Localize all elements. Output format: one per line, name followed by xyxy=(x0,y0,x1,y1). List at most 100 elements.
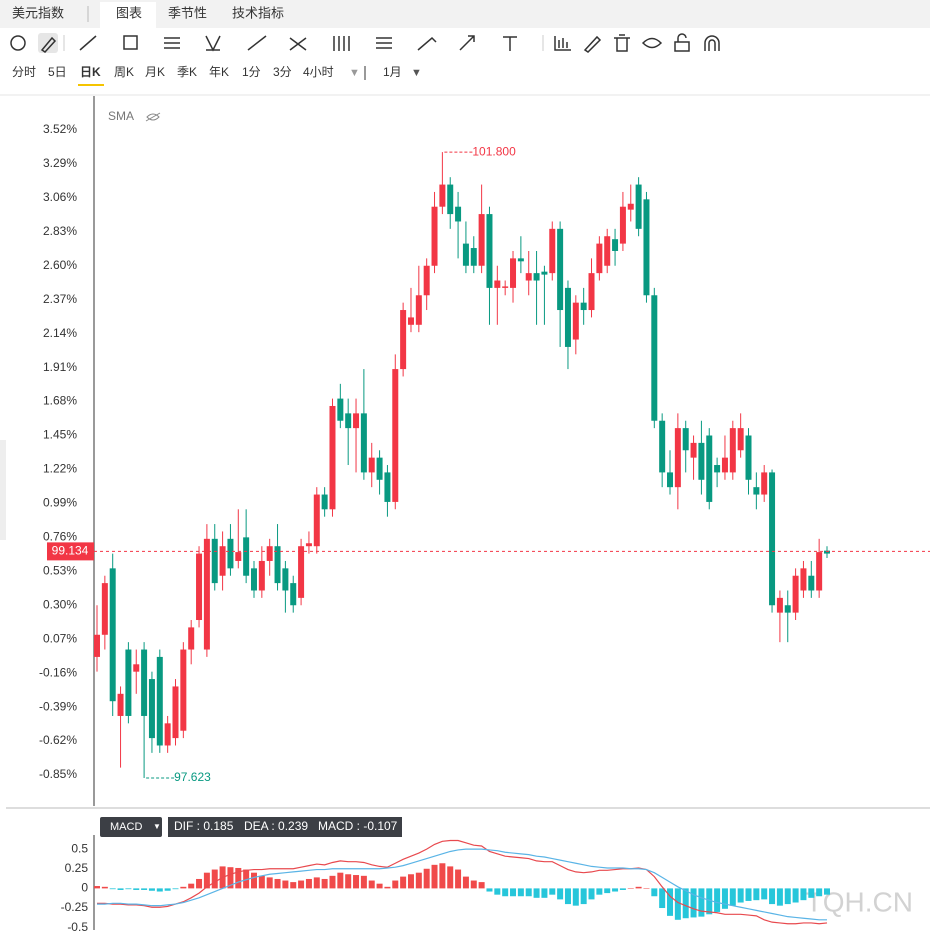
macd-bar xyxy=(447,866,454,889)
period-tab[interactable]: 季K xyxy=(177,65,197,79)
y-tick-label: 0.99% xyxy=(43,496,77,510)
tool-icon[interactable] xyxy=(333,36,350,51)
tool-icon[interactable] xyxy=(459,35,475,51)
tool-icon[interactable] xyxy=(583,35,602,53)
candle-body xyxy=(376,457,383,480)
macd-bar xyxy=(753,888,760,901)
candle-body xyxy=(564,287,571,347)
macd-bar xyxy=(462,876,469,889)
macd-bar xyxy=(674,888,681,920)
period-tab[interactable]: 周K xyxy=(114,65,134,79)
macd-line xyxy=(97,839,828,925)
candle-body xyxy=(227,538,234,569)
candle-body xyxy=(337,398,344,421)
tool-icon[interactable] xyxy=(79,35,97,51)
macd-bar xyxy=(439,863,446,889)
tool-icon[interactable] xyxy=(164,37,180,49)
candle-body xyxy=(721,457,728,473)
tool-icon[interactable] xyxy=(40,36,57,53)
period-tab[interactable]: 4小时 xyxy=(303,65,334,79)
candle-body xyxy=(784,605,791,613)
macd-bar xyxy=(376,883,383,889)
tab[interactable]: 技术指标 xyxy=(232,5,284,20)
macd-dropdown[interactable] xyxy=(100,817,162,837)
dropdown-arrow[interactable]: ▼ xyxy=(411,67,422,79)
y-tick-label: 2.37% xyxy=(43,292,77,306)
range[interactable]: 1月 xyxy=(383,65,402,79)
side-handle[interactable] xyxy=(0,440,6,540)
tool-icon[interactable] xyxy=(677,33,687,42)
tool-icon[interactable] xyxy=(614,34,630,52)
dropdown-arrow[interactable]: ▼ xyxy=(349,67,360,79)
period-tab[interactable]: 月K xyxy=(145,65,165,79)
tab[interactable]: 图表 xyxy=(116,5,142,20)
y-tick-label: -0.62% xyxy=(39,733,77,747)
candle-body xyxy=(415,295,422,325)
y-tick-label: 1.68% xyxy=(43,394,77,408)
macd-bar xyxy=(415,872,422,889)
macd-bar xyxy=(298,880,305,889)
macd-bar xyxy=(824,888,830,895)
period-tab[interactable]: 1分 xyxy=(242,65,261,79)
macd-bar xyxy=(470,880,477,889)
macd-bar xyxy=(313,877,320,889)
tool-icon[interactable] xyxy=(10,35,26,51)
macd-bar xyxy=(431,864,438,889)
period-tab[interactable]: 年K xyxy=(209,65,229,79)
candle-body xyxy=(517,258,524,262)
tool-icon[interactable] xyxy=(205,35,221,52)
macd-bar xyxy=(792,888,799,903)
tool-icon[interactable] xyxy=(641,37,663,49)
tool-icon[interactable] xyxy=(289,37,307,51)
macd-readout: DIF : 0.185 xyxy=(174,819,234,833)
macd-bar xyxy=(337,872,344,889)
period-tab[interactable]: 分时 xyxy=(12,65,36,79)
y-tick-label: 0.76% xyxy=(43,530,77,544)
candle-body xyxy=(203,538,210,650)
candle-body xyxy=(572,302,579,340)
candle-body xyxy=(604,236,611,266)
candle-body xyxy=(423,265,430,296)
candle-body xyxy=(824,550,830,554)
tool-icon[interactable] xyxy=(704,35,720,51)
last-price-label: 99.134 xyxy=(52,544,89,558)
macd-bar xyxy=(235,867,242,889)
candle-body xyxy=(360,413,367,473)
period-tab[interactable]: 日K xyxy=(80,65,101,79)
tool-icon[interactable] xyxy=(417,36,437,51)
macd-line xyxy=(97,848,827,921)
candle-body xyxy=(384,472,391,502)
visibility-icon[interactable] xyxy=(145,112,161,122)
macd-bar xyxy=(368,880,375,889)
period-bar: ▼ 1月 ▼ xyxy=(78,65,422,86)
candle-body xyxy=(525,273,532,281)
candle-body xyxy=(141,649,148,716)
candle-body xyxy=(298,546,305,598)
macd-bar xyxy=(698,888,705,917)
macd-bar xyxy=(643,888,650,889)
candle-body xyxy=(494,280,501,288)
macd-bar xyxy=(800,888,807,901)
tool-icon[interactable] xyxy=(376,37,392,49)
macd-bar xyxy=(156,888,163,892)
candle-body xyxy=(266,546,273,561)
tool-icon[interactable] xyxy=(123,35,138,50)
period-tab[interactable]: 5日 xyxy=(48,65,67,79)
candle-body xyxy=(549,228,556,274)
candle-body xyxy=(816,552,823,591)
period-tab[interactable]: 3分 xyxy=(273,65,292,79)
y-tick-label: -0.39% xyxy=(39,699,77,713)
toolbar xyxy=(10,33,720,53)
macd-bar xyxy=(564,888,571,905)
dropdown-arrow[interactable]: ▼ xyxy=(153,822,161,831)
macd-bar xyxy=(392,880,399,889)
tab-active[interactable] xyxy=(100,2,156,28)
tool-icon[interactable] xyxy=(554,36,571,51)
y-tick-label: 2.14% xyxy=(43,326,77,340)
tool-icon[interactable] xyxy=(503,36,517,51)
y-tick-label: 3.29% xyxy=(43,156,77,170)
tab[interactable]: 季节性 xyxy=(168,5,207,20)
tool-icon[interactable] xyxy=(247,35,267,51)
tool-icon[interactable] xyxy=(674,41,690,52)
